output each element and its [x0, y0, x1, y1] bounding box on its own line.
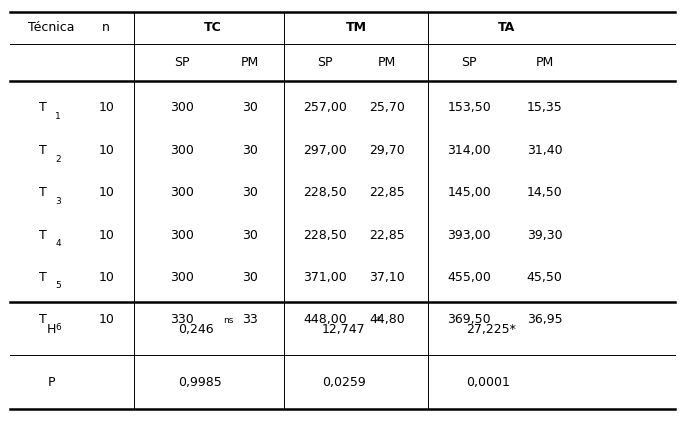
Text: 14,50: 14,50: [527, 187, 562, 199]
Text: 30: 30: [242, 187, 258, 199]
Text: 0,0259: 0,0259: [322, 376, 366, 389]
Text: 22,85: 22,85: [369, 229, 405, 241]
Text: 10: 10: [98, 271, 114, 284]
Text: 2: 2: [55, 154, 61, 164]
Text: 371,00: 371,00: [303, 271, 347, 284]
Text: P: P: [48, 376, 55, 389]
Text: T: T: [38, 229, 47, 241]
Text: 12,747: 12,747: [322, 323, 366, 335]
Text: 4: 4: [55, 239, 61, 248]
Text: n: n: [102, 21, 110, 34]
Text: 25,70: 25,70: [369, 101, 405, 114]
Text: PM: PM: [536, 56, 553, 69]
Text: 10: 10: [98, 313, 114, 326]
Text: 3: 3: [55, 197, 61, 206]
Text: 228,50: 228,50: [303, 229, 347, 241]
Text: *: *: [375, 316, 380, 326]
Text: PM: PM: [378, 56, 396, 69]
Text: 30: 30: [242, 101, 258, 114]
Text: SP: SP: [462, 56, 477, 69]
Text: 0,0001: 0,0001: [466, 376, 510, 389]
Text: 300: 300: [170, 144, 193, 157]
Text: 257,00: 257,00: [303, 101, 347, 114]
Text: 455,00: 455,00: [447, 271, 491, 284]
Text: TA: TA: [498, 21, 516, 34]
Text: 0,9985: 0,9985: [178, 376, 222, 389]
Text: 448,00: 448,00: [303, 313, 347, 326]
Text: 10: 10: [98, 229, 114, 241]
Text: T: T: [38, 271, 47, 284]
Text: SP: SP: [318, 56, 333, 69]
Text: 300: 300: [170, 187, 193, 199]
Text: T: T: [38, 144, 47, 157]
Text: 300: 300: [170, 271, 193, 284]
Text: 369,50: 369,50: [447, 313, 491, 326]
Text: 145,00: 145,00: [447, 187, 491, 199]
Text: 31,40: 31,40: [527, 144, 562, 157]
Text: 0,246: 0,246: [178, 323, 214, 335]
Text: 22,85: 22,85: [369, 187, 405, 199]
Text: 39,30: 39,30: [527, 229, 562, 241]
Text: 330: 330: [170, 313, 193, 326]
Text: T: T: [38, 101, 47, 114]
Text: 30: 30: [242, 229, 258, 241]
Text: 10: 10: [98, 144, 114, 157]
Text: PM: PM: [241, 56, 259, 69]
Text: Técnica: Técnica: [28, 21, 75, 34]
Text: 297,00: 297,00: [303, 144, 347, 157]
Text: 29,70: 29,70: [369, 144, 405, 157]
Text: 30: 30: [242, 271, 258, 284]
Text: TM: TM: [346, 21, 366, 34]
Text: SP: SP: [174, 56, 189, 69]
Text: 6: 6: [55, 323, 61, 333]
Text: 44,80: 44,80: [369, 313, 405, 326]
Text: ns: ns: [223, 316, 233, 325]
Text: TC: TC: [203, 21, 221, 34]
Text: 300: 300: [170, 229, 193, 241]
Text: 36,95: 36,95: [527, 313, 562, 326]
Text: 10: 10: [98, 187, 114, 199]
Text: 30: 30: [242, 144, 258, 157]
Text: H: H: [47, 323, 56, 335]
Text: 1: 1: [55, 111, 61, 121]
Text: T: T: [38, 187, 47, 199]
Text: 27,225*: 27,225*: [466, 323, 516, 335]
Text: 300: 300: [170, 101, 193, 114]
Text: 393,00: 393,00: [447, 229, 491, 241]
Text: 314,00: 314,00: [447, 144, 491, 157]
Text: 37,10: 37,10: [369, 271, 405, 284]
Text: 228,50: 228,50: [303, 187, 347, 199]
Text: 15,35: 15,35: [527, 101, 562, 114]
Text: 5: 5: [55, 281, 61, 290]
Text: T: T: [38, 313, 47, 326]
Text: 10: 10: [98, 101, 114, 114]
Text: 153,50: 153,50: [447, 101, 491, 114]
Text: 33: 33: [242, 313, 258, 326]
Text: 45,50: 45,50: [527, 271, 562, 284]
